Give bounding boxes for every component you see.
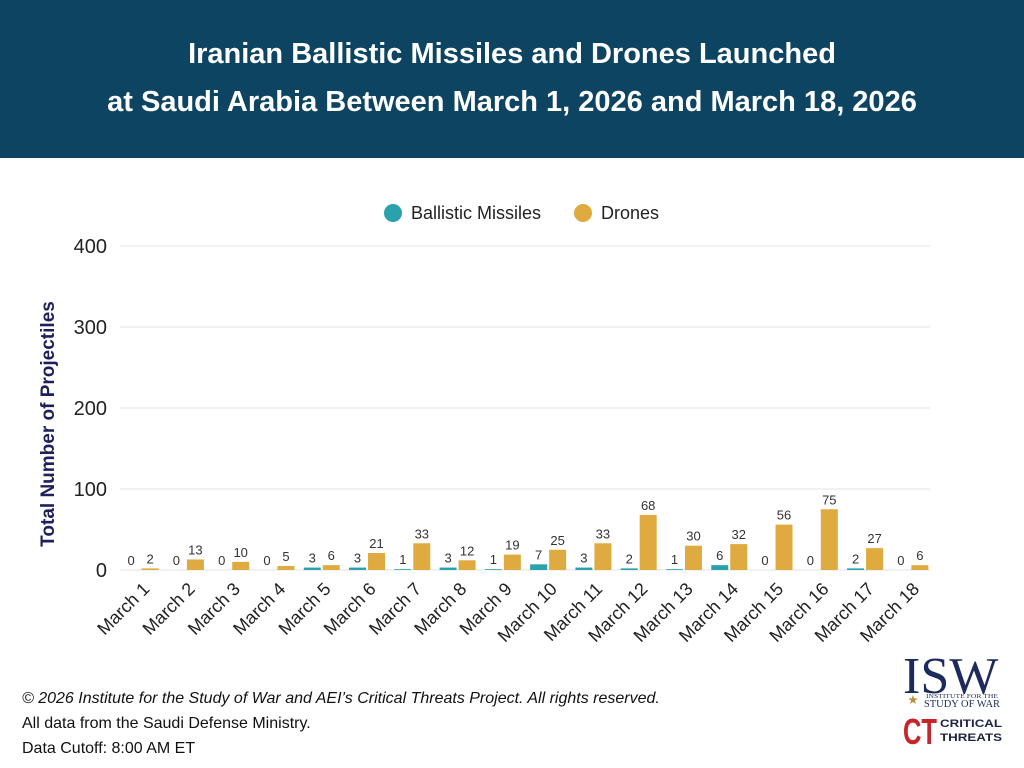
data-label-drones: 6: [328, 548, 335, 563]
bar-drones: [594, 543, 612, 570]
data-label-drones: 21: [369, 536, 383, 551]
title-banner: Iranian Ballistic Missiles and Drones La…: [0, 0, 1024, 158]
copyright-notice: © 2026 Institute for the Study of War an…: [22, 690, 660, 707]
data-label-drones: 75: [822, 492, 836, 507]
bar-drones: [186, 559, 204, 570]
bar-drones: [866, 548, 884, 570]
data-cutoff: Data Cutoff: 8:00 AM ET: [22, 740, 196, 757]
data-label-ballistic-missiles: 3: [580, 551, 587, 566]
data-label-drones: 10: [233, 545, 247, 560]
bar-chart: Ballistic Missiles Drones Total Number o…: [38, 203, 930, 646]
data-label-ballistic-missiles: 2: [852, 551, 859, 566]
isw-tagline-top: INSTITUTE FOR THE: [926, 693, 998, 700]
bars: [141, 509, 929, 570]
data-label-ballistic-missiles: 0: [897, 553, 904, 568]
bar-drones: [277, 565, 295, 570]
isw-wordmark: ISW: [903, 650, 998, 705]
data-label-drones: 30: [686, 529, 700, 544]
bar-ballistic-missiles: [394, 569, 412, 570]
bar-ballistic-missiles: [349, 567, 367, 570]
data-label-ballistic-missiles: 6: [716, 548, 723, 563]
legend-label-drones: Drones: [601, 203, 659, 223]
data-label-drones: 33: [596, 526, 610, 541]
data-label-ballistic-missiles: 0: [173, 553, 180, 568]
footer: © 2026 Institute for the Study of War an…: [22, 686, 882, 761]
bar-drones: [730, 544, 748, 570]
bar-ballistic-missiles: [484, 569, 502, 570]
isw-logo: ISW INSTITUTE FOR THE STUDY OF WAR: [903, 650, 1000, 710]
data-label-drones: 19: [505, 538, 519, 553]
data-label-ballistic-missiles: 0: [263, 553, 270, 568]
bar-ballistic-missiles: [847, 568, 865, 570]
data-label-drones: 27: [867, 531, 881, 546]
y-tick-label: 400: [74, 236, 107, 258]
data-label-ballistic-missiles: 0: [807, 553, 814, 568]
bar-drones: [911, 565, 929, 570]
data-label-drones: 6: [916, 548, 923, 563]
data-label-drones: 25: [550, 533, 564, 548]
data-label-drones: 68: [641, 498, 655, 513]
data-label-drones: 13: [188, 542, 202, 557]
ct-logo: CT CRITICAL THREATS: [903, 711, 1002, 750]
data-source: All data from the Saudi Defense Ministry…: [22, 715, 311, 732]
data-label-drones: 33: [415, 526, 429, 541]
bar-ballistic-missiles: [575, 567, 593, 570]
ct-tagline-top: CRITICAL: [940, 718, 1002, 730]
chart-title: Iranian Ballistic Missiles and Drones La…: [107, 38, 917, 118]
y-tick-label: 300: [74, 317, 107, 339]
ct-tagline-bottom: THREATS: [940, 732, 1002, 744]
data-label-ballistic-missiles: 2: [626, 551, 633, 566]
bar-drones: [322, 565, 340, 570]
bar-drones: [141, 568, 159, 570]
publisher-logos: ISW INSTITUTE FOR THE STUDY OF WAR CT CR…: [903, 650, 1002, 750]
bar-ballistic-missiles: [620, 568, 638, 570]
legend: Ballistic Missiles Drones: [384, 203, 659, 223]
y-tick-label: 0: [96, 560, 107, 582]
data-label-drones: 56: [777, 508, 791, 523]
bar-ballistic-missiles: [665, 569, 683, 570]
data-label-ballistic-missiles: 1: [399, 552, 406, 567]
bar-ballistic-missiles: [303, 567, 321, 570]
bar-drones: [775, 524, 793, 570]
isw-tagline-bottom: STUDY OF WAR: [924, 699, 1000, 710]
data-label-ballistic-missiles: 1: [671, 552, 678, 567]
bar-drones: [820, 509, 838, 570]
data-label-ballistic-missiles: 0: [218, 553, 225, 568]
star-icon: [908, 695, 918, 704]
data-label-ballistic-missiles: 7: [535, 547, 542, 562]
ct-wordmark: CT: [903, 711, 937, 750]
bar-drones: [549, 549, 567, 570]
data-label-ballistic-missiles: 0: [128, 553, 135, 568]
bar-drones: [503, 554, 521, 570]
y-tick-label: 100: [74, 479, 107, 501]
bar-drones: [413, 543, 431, 570]
legend-label-ballistic-missiles: Ballistic Missiles: [411, 203, 541, 223]
data-label-drones: 12: [460, 543, 474, 558]
legend-swatch-drones: [574, 204, 592, 222]
data-label-ballistic-missiles: 3: [309, 551, 316, 566]
y-tick-label: 200: [74, 398, 107, 420]
bar-drones: [232, 561, 250, 570]
bar-ballistic-missiles: [530, 564, 548, 570]
bar-drones: [684, 545, 702, 570]
data-label-drones: 32: [732, 527, 746, 542]
y-axis-title: Total Number of Projectiles: [38, 301, 59, 547]
bar-drones: [639, 514, 657, 570]
bar-ballistic-missiles: [439, 567, 457, 570]
bar-drones: [368, 552, 386, 570]
gridlines: [120, 245, 930, 571]
data-label-drones: 2: [147, 551, 154, 566]
data-label-ballistic-missiles: 3: [354, 551, 361, 566]
data-label-ballistic-missiles: 0: [761, 553, 768, 568]
data-label-ballistic-missiles: 3: [444, 551, 451, 566]
bar-ballistic-missiles: [711, 565, 729, 570]
data-label-drones: 5: [282, 549, 289, 564]
bar-drones: [458, 560, 476, 570]
data-label-ballistic-missiles: 1: [490, 552, 497, 567]
legend-swatch-ballistic-missiles: [384, 204, 402, 222]
